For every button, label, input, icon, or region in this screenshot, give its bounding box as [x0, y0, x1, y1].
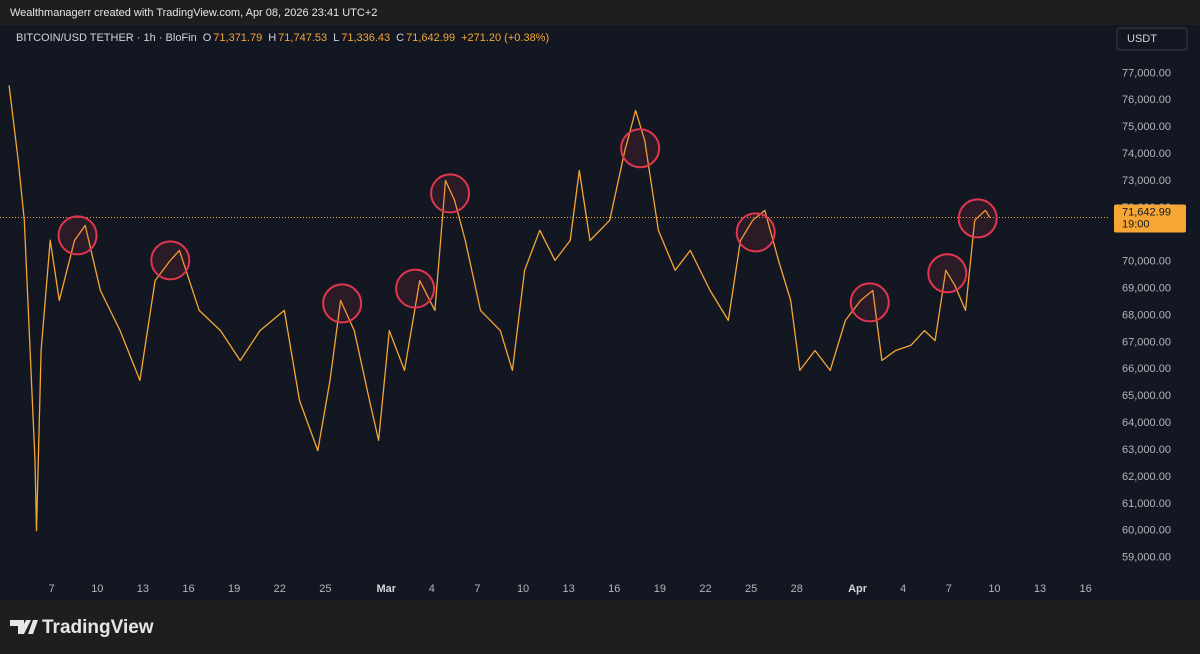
x-tick-label: 4	[429, 583, 435, 595]
y-tick-label: 60,000.00	[1122, 525, 1171, 537]
x-tick-label: 16	[1080, 583, 1092, 595]
x-tick-label: 19	[228, 583, 240, 595]
y-tick-label: 65,000.00	[1122, 390, 1171, 402]
x-tick-label: 25	[319, 583, 331, 595]
legend-text: +271.20 (+0.38%)	[461, 32, 549, 44]
x-tick-label: 28	[791, 583, 803, 595]
y-tick-label: 66,000.00	[1122, 363, 1171, 375]
y-tick-label: 69,000.00	[1122, 283, 1171, 295]
x-tick-label: Mar	[376, 583, 396, 595]
last-price-label: 71,642.99	[1122, 206, 1171, 218]
legend-text: 71,747.53	[278, 32, 327, 44]
x-tick-label: 4	[900, 583, 906, 595]
x-tick-label: Apr	[848, 583, 868, 595]
highlight-circle	[150, 240, 191, 281]
legend-text: H	[268, 32, 276, 44]
x-tick-label: 13	[563, 583, 575, 595]
highlight-circle	[322, 283, 363, 324]
y-tick-label: 63,000.00	[1122, 444, 1171, 456]
y-tick-label: 74,000.00	[1122, 148, 1171, 160]
logo-icon	[10, 620, 38, 634]
y-tick-label: 59,000.00	[1122, 552, 1171, 564]
credit: Wealthmanagerr created with TradingView.…	[10, 7, 377, 19]
highlight-circle	[430, 173, 471, 214]
x-tick-label: 7	[474, 583, 480, 595]
y-tick-label: 61,000.00	[1122, 498, 1171, 510]
y-tick-label: 77,000.00	[1122, 67, 1171, 79]
legend-text: 71,371.79	[213, 32, 262, 44]
y-tick-label: 67,000.00	[1122, 336, 1171, 348]
y-tick-label: 64,000.00	[1122, 417, 1171, 429]
x-tick-label: 7	[49, 583, 55, 595]
currency-button[interactable]	[1116, 27, 1188, 51]
price-line	[8, 85, 991, 532]
chart-bg	[0, 25, 1200, 600]
logo: TradingView	[10, 617, 154, 638]
y-tick-label: 75,000.00	[1122, 121, 1171, 133]
x-tick-label: 7	[946, 583, 952, 595]
y-tick-label: 70,000.00	[1122, 256, 1171, 268]
legend-text: BITCOIN/USD TETHER · 1h · BloFin	[16, 32, 197, 44]
highlight-circle	[395, 268, 436, 309]
x-tick-label: 19	[654, 583, 666, 595]
y-tick-label: 68,000.00	[1122, 309, 1171, 321]
currency[interactable]: USDT	[1127, 33, 1157, 45]
highlight-circle	[620, 128, 661, 169]
highlight-circle	[927, 253, 968, 294]
legend-text: O	[203, 32, 212, 44]
legend-text: 71,642.99	[406, 32, 455, 44]
y-tick-label: 76,000.00	[1122, 94, 1171, 106]
x-tick-label: 16	[182, 583, 194, 595]
legend: BITCOIN/USD TETHER · 1h · BloFin O 71,371.…	[16, 32, 549, 44]
x-tick-label: 25	[745, 583, 757, 595]
x-tick-label: 10	[988, 583, 1000, 595]
highlight-circle	[957, 198, 998, 239]
brand: TradingView	[42, 617, 154, 638]
x-tick-label: 22	[274, 583, 286, 595]
countdown: 19:00	[1122, 218, 1150, 230]
highlight-circle	[849, 282, 890, 323]
y-tick-label: 62,000.00	[1122, 471, 1171, 483]
x-tick-label: 13	[137, 583, 149, 595]
x-tick-label: 16	[608, 583, 620, 595]
x-tick-label: 22	[699, 583, 711, 595]
last-price-box	[1114, 204, 1186, 233]
x-tick-label: 10	[517, 583, 529, 595]
x-tick-label: 10	[91, 583, 103, 595]
legend-text: C	[396, 32, 404, 44]
highlight-circle	[57, 215, 98, 256]
legend-text: 71,336.43	[341, 32, 390, 44]
y-tick-label: 73,000.00	[1122, 175, 1171, 187]
highlight-circle	[735, 212, 776, 253]
x-tick-label: 13	[1034, 583, 1046, 595]
legend-text: L	[333, 32, 339, 44]
